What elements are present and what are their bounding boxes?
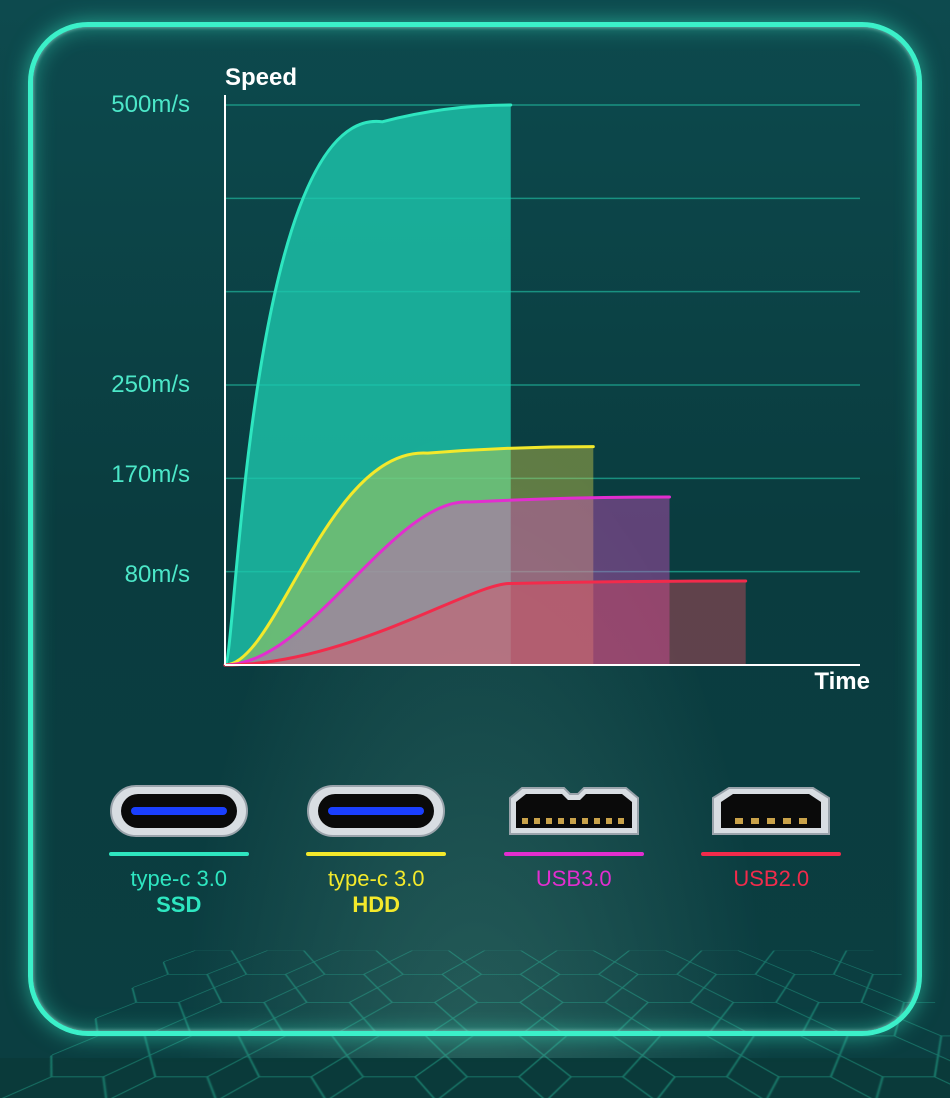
y-tick-label: 250m/s (70, 371, 190, 399)
speed-chart: Speed Time 500m/s250m/s170m/s80m/s (90, 70, 860, 690)
chart-canvas (90, 70, 860, 690)
usb-microb-port-icon (701, 780, 841, 842)
legend-item-ssd: type-c 3.0 SSD (80, 780, 278, 919)
y-tick-label: 500m/s (70, 91, 190, 119)
legend-item-usb30: USB3.0 (475, 780, 673, 892)
legend-text: USB3.0 (536, 866, 612, 891)
legend: type-c 3.0 SSD type-c 3.0 HDD USB3.0 (80, 780, 870, 980)
typec-port-icon (306, 780, 446, 842)
legend-label: USB3.0 (536, 866, 612, 892)
y-tick-label: 170m/s (70, 461, 190, 489)
legend-label: type-c 3.0 SSD (130, 866, 227, 919)
x-axis-title: Time (814, 668, 870, 696)
legend-text: USB2.0 (733, 866, 809, 891)
y-axis-title: Speed (225, 64, 297, 92)
legend-line (306, 852, 446, 856)
legend-label: type-c 3.0 HDD (328, 866, 425, 919)
legend-text: type-c 3.0 (130, 866, 227, 891)
legend-line (504, 852, 644, 856)
legend-item-usb20: USB2.0 (673, 780, 871, 892)
legend-subtext: SSD (130, 892, 227, 918)
legend-subtext: HDD (328, 892, 425, 918)
legend-line (109, 852, 249, 856)
legend-text: type-c 3.0 (328, 866, 425, 891)
legend-line (701, 852, 841, 856)
typec-port-icon (109, 780, 249, 842)
usb-microb3-port-icon (504, 780, 644, 842)
legend-label: USB2.0 (733, 866, 809, 892)
y-tick-label: 80m/s (70, 561, 190, 589)
legend-item-hdd: type-c 3.0 HDD (278, 780, 476, 919)
